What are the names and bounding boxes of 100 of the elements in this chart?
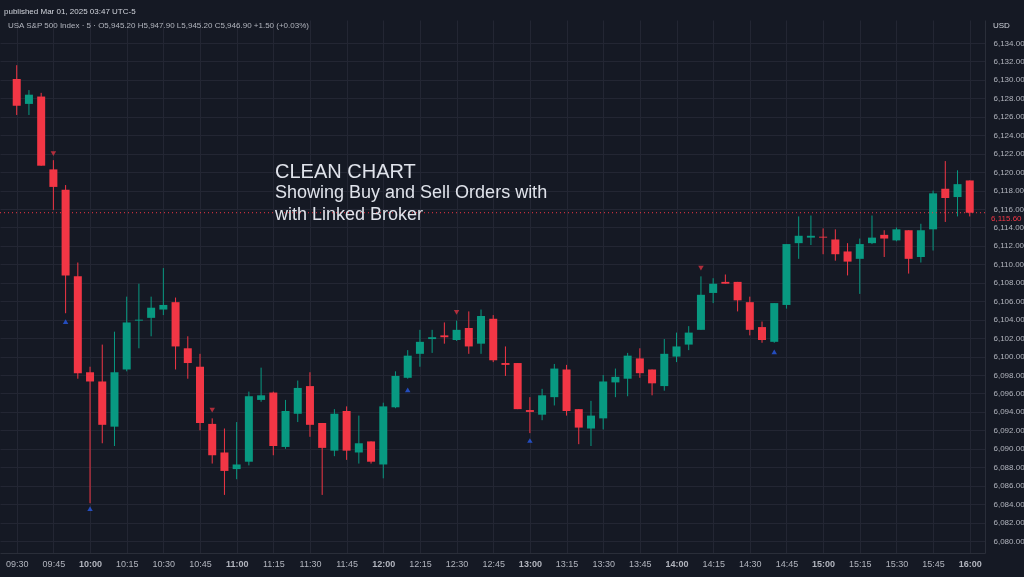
- candlestick: [232, 421, 241, 480]
- y-tick-label: 6,132.00: [993, 57, 1024, 66]
- y-tick-label: 6,084.00: [993, 499, 1024, 509]
- candlestick: [86, 366, 95, 504]
- candlestick: [586, 400, 595, 447]
- x-tick-label: 14:30: [739, 558, 762, 569]
- candlestick: [635, 347, 644, 379]
- candlestick: [49, 159, 58, 211]
- x-tick-label: 15:30: [885, 558, 909, 569]
- x-tick-label: 16:00: [958, 558, 982, 569]
- candlestick: [220, 428, 229, 496]
- x-tick-label: 13:45: [629, 558, 652, 569]
- y-tick-label: 6,130.00: [993, 75, 1024, 85]
- point: [404, 387, 411, 393]
- x-tick-label: 10:15: [115, 558, 139, 569]
- x-tick-label: 09:30: [5, 558, 29, 569]
- candlestick: [831, 228, 840, 262]
- y-tick-label: 6,114.00: [993, 222, 1024, 232]
- candlestick: [880, 229, 889, 258]
- x-tick-label: 10:30: [152, 558, 176, 569]
- candlestick: [623, 352, 632, 397]
- y-tick-label: 6,118.00: [993, 186, 1024, 196]
- y-tick-label: 6,102.00: [993, 333, 1024, 343]
- text: USD: [993, 21, 1011, 30]
- candlestick: [464, 310, 473, 355]
- y-tick-label: 6,098.00: [993, 370, 1024, 380]
- candlestick: [819, 227, 828, 255]
- candlestick: [794, 215, 803, 260]
- x-tick-label: 13:30: [592, 558, 615, 569]
- text: published Mar 01, 2025 03:47 UTC-5: [4, 7, 137, 16]
- y-tick-label: 6,094.00: [993, 407, 1024, 417]
- x-tick-label: 13:00: [518, 558, 542, 569]
- y-tick-label: 6,122.00: [993, 149, 1024, 159]
- candlestick: [501, 345, 510, 377]
- y-tick-label: 6,108.00: [993, 278, 1024, 288]
- candlestick: [574, 408, 583, 445]
- candlestick: [611, 368, 620, 398]
- x-tick-label: 12:30: [445, 558, 469, 569]
- candlestick: [354, 415, 363, 465]
- candlestick: [452, 320, 461, 342]
- candlestick: [257, 367, 266, 403]
- point: [62, 319, 69, 324]
- point: [50, 151, 57, 157]
- x-tick-label: 11:45: [336, 558, 359, 569]
- y-tick-label: 6,090.00: [993, 444, 1024, 454]
- candlestick: [428, 329, 437, 354]
- candlestick: [183, 335, 192, 380]
- y-tick-label: 6,080.00: [993, 536, 1024, 546]
- point: [87, 506, 93, 512]
- y-tick-label: 6,112.00: [993, 241, 1024, 251]
- y-tick-label: 6,086.00: [993, 481, 1024, 491]
- candlestick: [855, 238, 864, 295]
- candlestick: [867, 214, 876, 245]
- y-tick-label: 6,088.00: [993, 462, 1024, 472]
- candlestick: [672, 332, 681, 363]
- point: [453, 309, 460, 315]
- candlestick: [525, 396, 534, 434]
- candlestick: [648, 368, 657, 396]
- candlestick: [806, 214, 815, 246]
- y-tick-label: 6,124.00: [993, 130, 1024, 140]
- y-tick-label: 6,106.00: [993, 296, 1024, 306]
- point: [527, 438, 533, 443]
- y-tick-label: 6,120.00: [993, 167, 1024, 177]
- x-tick-label: 10:45: [189, 558, 212, 569]
- y-tick-label: 6,116.00: [993, 204, 1024, 214]
- x-tick-label: 14:00: [665, 558, 689, 569]
- y-tick-label: 6,104.00: [993, 315, 1024, 325]
- x-tick-label: 11:30: [299, 558, 322, 569]
- candlestick: [733, 281, 742, 312]
- candlestick: [440, 321, 449, 345]
- text: CLEAN CHART: [275, 160, 416, 182]
- x-tick-label: 15:45: [922, 558, 945, 569]
- candlestick: [159, 267, 168, 316]
- annotation: Showing Buy and Sell Orders with: [275, 182, 548, 202]
- y-tick-label: 6,096.00: [993, 388, 1024, 398]
- candlestick: [709, 277, 718, 304]
- y-tick-label: 6,126.00: [993, 112, 1024, 122]
- annotation: with Linked Broker: [274, 204, 424, 224]
- y-tick-label: 6,128.00: [993, 93, 1024, 103]
- candlestick: [758, 321, 767, 344]
- x-tick-label: 15:15: [849, 558, 872, 569]
- candlestick: [953, 169, 962, 217]
- x-tick-label: 11:00: [225, 558, 249, 569]
- x-tick-label: 14:45: [775, 558, 799, 569]
- x-tick-label: 12:15: [409, 558, 432, 569]
- y-tick-label: 6,082.00: [993, 518, 1024, 528]
- candlestick: [147, 296, 156, 337]
- x-tick-label: 09:45: [42, 558, 66, 569]
- x-tick-label: 15:00: [812, 558, 836, 569]
- x-tick-label: 11:15: [262, 558, 285, 569]
- candlestick: [684, 325, 693, 351]
- y-tick-label: 6,110.00: [993, 259, 1024, 269]
- candlestick: [367, 440, 376, 465]
- x-tick-label: 13:15: [555, 558, 579, 569]
- y-tick-label: 6,100.00: [993, 352, 1024, 362]
- x-tick-label: 14:15: [702, 558, 725, 569]
- x-tick-label: 12:45: [482, 558, 505, 569]
- candlestick: [843, 242, 852, 276]
- candlestick: [403, 349, 412, 380]
- x-tick-label: 12:00: [372, 558, 396, 569]
